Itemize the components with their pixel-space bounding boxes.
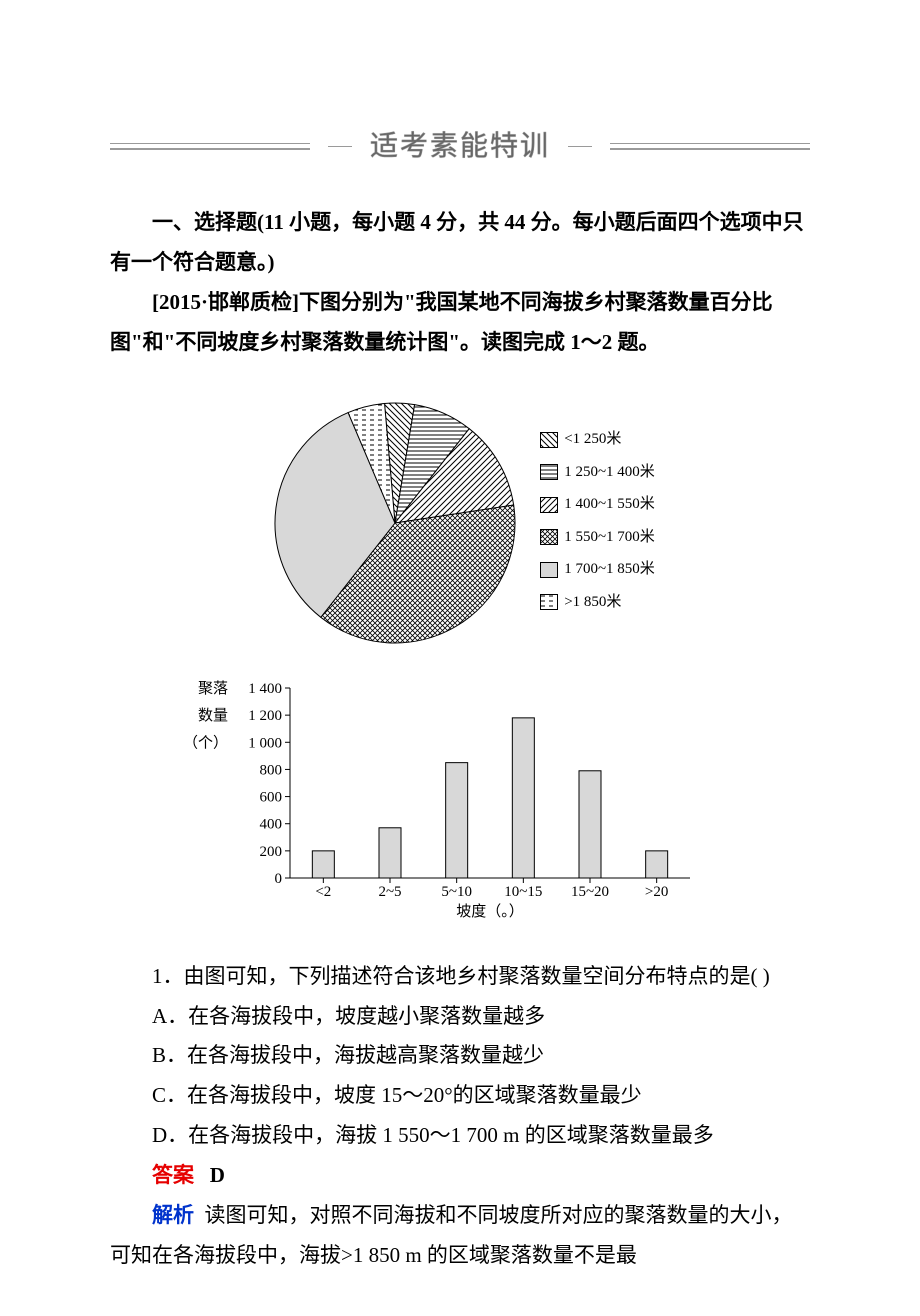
x-tick-label: 10~15	[504, 884, 542, 900]
rule-inner-left	[328, 146, 352, 147]
q1-answer-line: 答案 D	[110, 1156, 810, 1196]
legend-item: 1 250~1 400米	[540, 458, 655, 487]
rule-left	[110, 143, 310, 150]
y-tick-label: 600	[260, 789, 283, 805]
x-tick-label: >20	[645, 884, 668, 900]
banner-title: 适考素能特训	[370, 120, 550, 173]
legend-item: <1 250米	[540, 425, 655, 454]
section-header: 一、选择题(11 小题，每小题 4 分，共 44 分。每小题后面四个选项中只有一…	[110, 203, 810, 283]
bar	[512, 718, 534, 878]
rule-right	[610, 143, 810, 150]
bar	[379, 828, 401, 878]
y-axis-title: （个）	[190, 734, 228, 751]
x-tick-label: 15~20	[571, 884, 609, 900]
pie-chart-svg	[265, 393, 525, 653]
x-axis-title: 坡度（。）	[456, 903, 524, 920]
y-tick-label: 200	[260, 844, 283, 860]
bar	[446, 762, 468, 877]
q1-opt-d: D．在各海拔段中，海拔 1 550～1 700 m 的区域聚落数量最多	[110, 1116, 810, 1156]
bar	[312, 851, 334, 878]
legend-label: 1 550~1 700米	[564, 523, 655, 552]
legend-item: 1 550~1 700米	[540, 523, 655, 552]
bar	[646, 851, 668, 878]
analysis-label: 解析	[152, 1203, 194, 1227]
q1-opt-c: C．在各海拔段中，坡度 15～20°的区域聚落数量最少	[110, 1076, 810, 1116]
pie-chart-figure: <1 250米 1 250~1 400米 1 400~1 550米 1 550~1 7…	[110, 393, 810, 653]
analysis-text: 读图可知，对照不同海拔和不同坡度所对应的聚落数量的大小，可知在各海拔段中，海拔>…	[110, 1203, 793, 1267]
x-tick-label: 5~10	[441, 884, 472, 900]
answer-label: 答案	[152, 1163, 194, 1187]
legend-item: 1 700~1 850米	[540, 555, 655, 584]
legend-item: 1 400~1 550米	[540, 490, 655, 519]
bar	[579, 771, 601, 878]
axes	[290, 688, 690, 878]
y-tick-label: 400	[260, 816, 283, 832]
y-tick-label: 0	[275, 871, 283, 887]
y-tick-label: 1 000	[248, 735, 282, 751]
context-paragraph: [2015·邯郸质检]下图分别为"我国某地不同海拔乡村聚落数量百分比图"和"不同…	[110, 283, 810, 363]
legend-label: 1 700~1 850米	[564, 555, 655, 584]
y-axis-title: 数量	[198, 707, 228, 724]
answer-value: D	[210, 1163, 225, 1187]
y-tick-label: 1 200	[248, 708, 282, 724]
y-tick-label: 800	[260, 762, 283, 778]
section-banner: 适考素能特训	[110, 120, 810, 173]
y-axis-title: 聚落	[198, 680, 228, 697]
x-tick-label: <2	[315, 884, 331, 900]
q1-opt-a: A．在各海拔段中，坡度越小聚落数量越多	[110, 997, 810, 1037]
bar-chart-figure: 聚落数量 （个） 0 200 400 600 800 1 000 1 200 1 400 <2 2~5…	[110, 673, 810, 937]
q1-analysis: 解析 读图可知，对照不同海拔和不同坡度所对应的聚落数量的大小，可知在各海拔段中，…	[110, 1196, 810, 1276]
legend-label: 1 400~1 550米	[564, 490, 655, 519]
legend-label: 1 250~1 400米	[564, 458, 655, 487]
q1-stem: 1．由图可知，下列描述符合该地乡村聚落数量空间分布特点的是( )	[110, 957, 810, 997]
y-tick-label: 1 400	[248, 681, 282, 697]
legend-label: <1 250米	[564, 425, 621, 454]
rule-inner-right	[568, 146, 592, 147]
pie-legend: <1 250米 1 250~1 400米 1 400~1 550米 1 550~1 7…	[540, 425, 655, 620]
legend-item: >1 850米	[540, 588, 655, 617]
legend-label: >1 850米	[564, 588, 621, 617]
bar-chart-svg: 聚落数量 （个） 0 200 400 600 800 1 000 1 200 1 400 <2 2~5…	[190, 673, 730, 923]
x-tick-label: 2~5	[378, 884, 401, 900]
q1-opt-b: B．在各海拔段中，海拔越高聚落数量越少	[110, 1036, 810, 1076]
